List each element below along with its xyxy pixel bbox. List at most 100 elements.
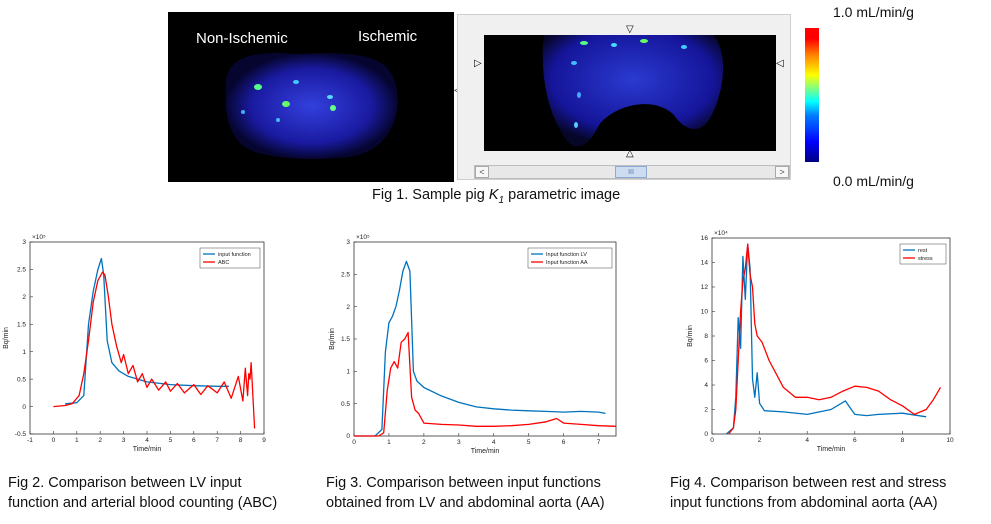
series-line-1 <box>354 260 606 437</box>
x-tick-label: 0 <box>352 439 356 446</box>
plot-area <box>29 241 265 435</box>
y-tick-label: 0 <box>22 404 26 411</box>
marker-left-inner-triangle-icon: ▷ <box>474 58 482 69</box>
legend-box <box>199 247 261 269</box>
legend-box <box>527 247 613 269</box>
x-tick-label: 4 <box>145 437 149 444</box>
x-tick-label: 3 <box>122 437 126 444</box>
fig2-caption: Fig 2. Comparison between LV input funct… <box>8 473 328 513</box>
y-tick-label: 16 <box>701 235 709 242</box>
colorbar-min-label: 0.0 mL/min/g <box>833 173 914 189</box>
legend-label: ABC <box>218 260 229 266</box>
x-tick-label: 5 <box>169 437 173 444</box>
y-tick-label: 1 <box>22 349 26 356</box>
plot-area <box>353 241 617 437</box>
label-non-ischemic: Non-Ischemic <box>196 30 288 47</box>
y-tick-label: 0 <box>346 433 350 440</box>
colorbar <box>805 28 819 162</box>
fig1-caption: Fig 1. Sample pig K1 parametric image <box>372 187 620 206</box>
y-tick-label: 0.5 <box>341 401 350 408</box>
x-axis-label: Time/min <box>817 446 846 453</box>
fig3-caption: Fig 3. Comparison between input function… <box>326 473 656 513</box>
y-axis-label: Bq/min <box>687 325 694 347</box>
x-tick-label: 7 <box>215 437 219 444</box>
y-tick-label: 1 <box>346 369 350 376</box>
y-exponent-label: ×10⁵ <box>356 234 370 241</box>
y-tick-label: 8 <box>704 333 708 340</box>
fig1-caption-k: K <box>488 187 499 203</box>
x-tick-label: 8 <box>239 437 243 444</box>
y-tick-label: 4 <box>704 382 708 389</box>
x-tick-label: 2 <box>98 437 102 444</box>
y-exponent-label: ×10⁴ <box>714 230 728 237</box>
x-tick-label: 4 <box>805 437 809 444</box>
x-tick-label: -1 <box>27 437 33 444</box>
y-tick-label: 6 <box>704 358 708 365</box>
scroll-left-button[interactable]: < <box>475 166 489 178</box>
y-tick-label: 2.5 <box>341 272 350 279</box>
y-axis-label: Bq/min <box>329 328 336 350</box>
y-tick-label: 0 <box>704 431 708 438</box>
x-tick-label: 10 <box>946 437 954 444</box>
y-tick-label: 1.5 <box>17 321 26 328</box>
scroll-right-button[interactable]: > <box>775 166 789 178</box>
y-tick-label: 2.5 <box>17 267 26 274</box>
x-tick-label: 4 <box>492 439 496 446</box>
fig3-caption-line2: obtained from LV and abdominal aorta (AA… <box>326 495 605 511</box>
x-tick-label: 2 <box>758 437 762 444</box>
y-tick-label: 2 <box>346 304 350 311</box>
legend-label: rest <box>918 248 928 254</box>
pet-image-right <box>484 35 776 151</box>
y-tick-label: 1.5 <box>341 336 350 343</box>
x-tick-label: 1 <box>75 437 79 444</box>
marker-top-triangle-icon: ▽ <box>626 24 634 35</box>
legend-label: Input function AA <box>546 260 588 266</box>
x-tick-label: 2 <box>422 439 426 446</box>
legend-label: Input function LV <box>546 252 587 258</box>
colorbar-max-label: 1.0 mL/min/g <box>833 4 914 20</box>
fig1-caption-sub: 1 <box>498 194 505 206</box>
fig1-caption-suffix: parametric image <box>504 187 621 203</box>
x-tick-label: 6 <box>562 439 566 446</box>
series-line-2 <box>728 243 942 435</box>
y-axis-label: Bq/min <box>3 327 10 349</box>
series-line-2 <box>53 271 256 429</box>
chart-rest-vs-stress: 0 2 4 6 8 10 0 2 4 6 8 10 12 14 16 ×10⁴ Time/min Bq/min re… <box>687 230 954 453</box>
x-tick-label: 0 <box>710 437 714 444</box>
y-tick-label: 3 <box>346 239 350 246</box>
legend-label: input function <box>218 252 251 258</box>
pet-heart-left-graphic <box>225 52 398 159</box>
y-tick-label: 2 <box>704 407 708 414</box>
chart-lv-vs-abc: -1 0 1 2 3 4 5 6 7 8 9 -0.5 0 0.5 1 1.5 2 2.5 3 ×10⁵ Time/mi… <box>3 234 266 453</box>
x-axis-label: Time/min <box>133 446 162 453</box>
scroll-thumb[interactable]: III <box>615 166 647 178</box>
image-viewer: ▽ ▷ ◁ △ < III > <box>457 14 791 180</box>
pet-image-left: Non-Ischemic Ischemic <box>168 12 454 182</box>
x-tick-label: 6 <box>853 437 857 444</box>
x-tick-label: 7 <box>597 439 601 446</box>
y-tick-label: 0.5 <box>17 376 26 383</box>
y-tick-label: 10 <box>701 309 709 316</box>
fig1-caption-prefix: Fig 1. Sample pig <box>372 187 489 203</box>
x-tick-label: 6 <box>192 437 196 444</box>
x-tick-label: 5 <box>527 439 531 446</box>
x-axis-label: Time/min <box>471 448 500 455</box>
x-tick-label: 3 <box>457 439 461 446</box>
x-tick-label: 0 <box>52 437 56 444</box>
y-tick-label: 14 <box>701 260 709 267</box>
marker-right-triangle-icon: ◁ <box>776 58 784 69</box>
legend-label: stress <box>918 256 933 262</box>
horizontal-scrollbar[interactable]: < III > <box>474 165 790 179</box>
x-tick-label: 8 <box>901 437 905 444</box>
fig2-caption-line2: function and arterial blood counting (AB… <box>8 495 278 511</box>
fig4-caption: Fig 4. Comparison between rest and stres… <box>670 473 990 513</box>
pet-heart-right-graphic <box>542 35 724 147</box>
y-tick-label: 12 <box>701 284 709 291</box>
fig4-caption-line1: Fig 4. Comparison between rest and stres… <box>670 475 947 491</box>
label-ischemic: Ischemic <box>358 28 418 45</box>
fig3-caption-line1: Fig 3. Comparison between input function… <box>326 475 601 491</box>
chart-lv-vs-aa: 0 1 2 3 4 5 6 7 0 0.5 1 1.5 2 2.5 3 ×10⁵ Time/min Bq/min I… <box>329 234 617 455</box>
series-line-2 <box>354 331 617 437</box>
x-tick-label: 1 <box>387 439 391 446</box>
x-tick-label: 9 <box>262 437 266 444</box>
